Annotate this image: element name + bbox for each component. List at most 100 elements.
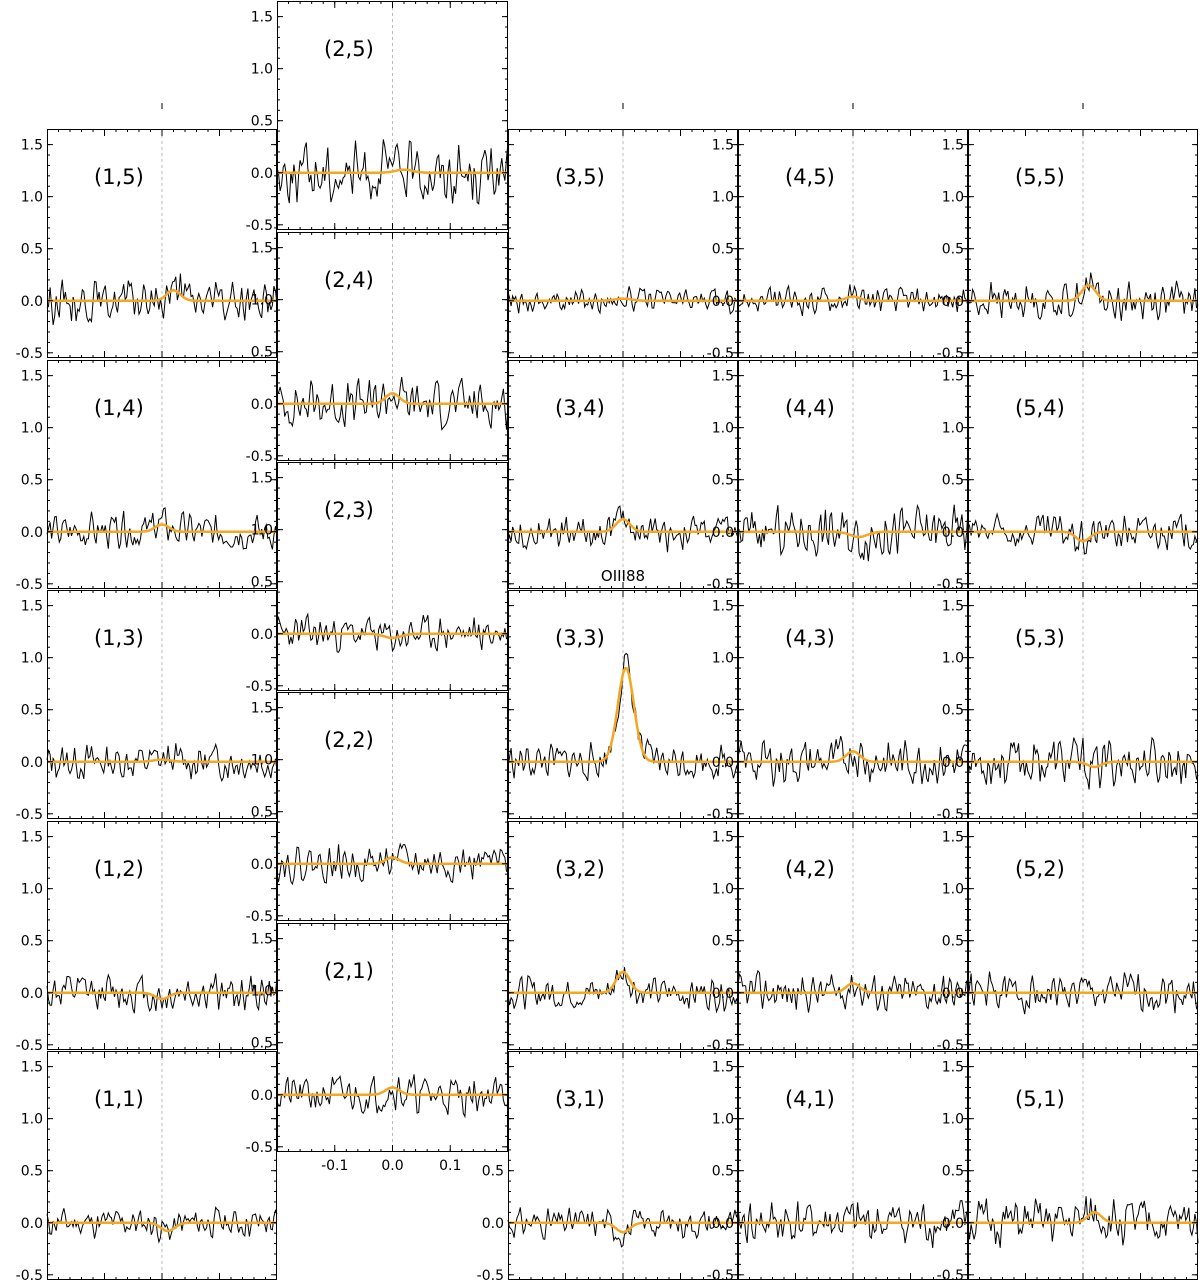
spectrum-line: [967, 272, 1199, 321]
spectrum-panel: -0.50.00.51.01.5-0.10.00.1(1,1): [16, 1051, 278, 1284]
spectrum-panel: -0.50.00.51.01.5-0.10.00.1(3,5): [477, 129, 739, 380]
panel-label: (2,1): [324, 959, 374, 983]
spectrum-panel: -0.50.00.51.01.5-0.10.00.1(4,4): [707, 360, 969, 611]
y-tick-label: 1.5: [21, 599, 43, 615]
y-tick-label: -0.5: [707, 807, 734, 823]
gaussian-fit-line: [47, 523, 277, 534]
spectrum-panel: -0.50.00.51.01.5-0.10.00.1(4,2): [707, 821, 969, 1072]
panel-label: (5,5): [1015, 165, 1065, 189]
y-tick-label: 0.0: [942, 755, 964, 771]
spectrum-panel: -0.50.00.51.01.5-0.10.00.1(5,2): [937, 821, 1199, 1072]
y-tick-label: -0.5: [477, 1268, 504, 1284]
spectrum-panel: -0.50.00.51.01.5-0.10.00.1(2,5): [246, 1, 509, 252]
spectrum-line: [46, 973, 278, 1014]
y-tick-label: 1.5: [251, 932, 273, 948]
panel-label: (5,2): [1015, 857, 1065, 881]
spectrum-panel: -0.50.00.51.01.5-0.10.00.1(5,5): [937, 129, 1199, 380]
y-tick-label: 1.0: [942, 882, 964, 898]
spectrum-line: [737, 735, 969, 787]
y-tick-label: 0.0: [21, 755, 43, 771]
y-tick-label: -0.5: [937, 1038, 964, 1054]
y-tick-label: -0.5: [16, 807, 43, 823]
y-tick-label: 0.5: [21, 1164, 43, 1180]
spectrum-panel: -0.5 0.0 0.5 1.0 1.5 -0.1 0.0 0.1 (2,1): [246, 923, 509, 1174]
y-tick-label: 1.5: [21, 830, 43, 846]
spectrum-panel: -0.50.00.51.01.5-0.10.00.1(2,2): [246, 692, 509, 943]
y-tick-label: 0.5: [942, 1164, 964, 1180]
spectrum-panel: -0.50.00.51.01.5-0.10.00.1(1,5): [16, 129, 278, 380]
y-tick-label: 0.0: [251, 857, 273, 873]
spectrum-panel: -0.50.00.51.01.5-0.10.00.1(5,3): [937, 590, 1199, 841]
spectrum-panel: -0.50.00.51.01.5-0.10.00.1(5,4): [937, 360, 1199, 611]
y-tick-label: 0.5: [251, 114, 273, 130]
y-tick-label: 1.5: [712, 830, 734, 846]
y-tick-label: 0.5: [942, 242, 964, 258]
y-tick-label: 1.5: [942, 1060, 964, 1076]
panel-label: (4,4): [785, 396, 835, 420]
y-tick-label: 1.5: [712, 1060, 734, 1076]
x-tick-label: -0.1: [321, 1158, 348, 1174]
y-tick-label: 1.0: [942, 651, 964, 667]
gaussian-fit-line: [47, 1221, 277, 1233]
y-tick-label: 1.5: [942, 599, 964, 615]
y-tick-label: 1.5: [21, 1060, 43, 1076]
y-tick-label: 1.5: [251, 10, 273, 26]
spectrum-panel: -0.50.00.51.01.5-0.10.00.1(3,2): [477, 821, 739, 1072]
y-tick-label: -0.5: [246, 218, 273, 234]
y-tick-label: 0.5: [21, 242, 43, 258]
y-tick-label: -0.5: [707, 1038, 734, 1054]
y-tick-label: 0.0: [21, 294, 43, 310]
spectrum-line: [737, 969, 969, 1013]
y-tick-label: 0.5: [251, 345, 273, 361]
spectrum-panel: -0.50.00.51.01.5-0.10.00.1(2,3): [246, 462, 509, 713]
y-tick-label: 1.5: [712, 138, 734, 154]
y-tick-label: -0.5: [937, 1268, 964, 1284]
y-tick-label: 0.0: [712, 525, 734, 541]
y-tick-label: -0.5: [246, 1140, 273, 1156]
y-tick-label: 1.0: [21, 882, 43, 898]
spectrum-line: [967, 736, 1199, 790]
gaussian-fit-line: [968, 1211, 1198, 1225]
gaussian-fit-line: [277, 392, 508, 406]
panel-label: (5,4): [1015, 396, 1065, 420]
y-tick-label: 1.0: [942, 421, 964, 437]
y-tick-label: -0.5: [707, 346, 734, 362]
y-tick-label: -0.5: [246, 449, 273, 465]
y-tick-label: -0.5: [707, 577, 734, 593]
panel-label: (3,2): [555, 857, 605, 881]
y-tick-label: 0.5: [712, 934, 734, 950]
y-tick-label: 1.5: [712, 369, 734, 385]
y-tick-label: 1.0: [712, 882, 734, 898]
gaussian-fit-line: [47, 758, 277, 764]
x-tick-label: 0.1: [439, 1158, 461, 1174]
y-tick-label: 1.0: [251, 523, 273, 539]
y-tick-label: -0.5: [937, 807, 964, 823]
panel-label: (4,1): [785, 1087, 835, 1111]
spectrum-line: [46, 1206, 278, 1244]
y-tick-label: -0.5: [246, 909, 273, 925]
y-tick-label: 1.5: [942, 138, 964, 154]
panel-label: (1,5): [94, 165, 144, 189]
spectrum-panel: -0.50.00.51.01.5-0.10.00.1(1,3): [16, 590, 278, 841]
panel-label: (3,3): [555, 626, 605, 650]
panel-label: (2,4): [324, 268, 374, 292]
y-tick-label: 0.5: [251, 1036, 273, 1052]
y-tick-label: 1.5: [942, 830, 964, 846]
gaussian-fit-line: [277, 632, 508, 640]
gaussian-fit-line: [47, 991, 277, 1001]
gaussian-fit-line: [508, 1221, 738, 1234]
spectrum-panel: -0.50.00.51.01.5-0.10.00.1(3,1): [477, 1051, 739, 1284]
y-tick-label: 0.5: [21, 703, 43, 719]
y-tick-label: 0.5: [482, 1164, 504, 1180]
panel-label: (4,2): [785, 857, 835, 881]
y-tick-label: 1.0: [21, 421, 43, 437]
spectrum-panel: -0.50.00.51.01.5-0.10.00.1(2,4): [246, 232, 509, 483]
y-tick-label: -0.5: [16, 1268, 43, 1284]
spectrum-line: [737, 284, 969, 317]
spectrum-panel: -0.50.00.51.01.5-0.10.00.1(1,4): [16, 360, 278, 611]
gaussian-fit-line: [968, 283, 1198, 303]
spectrum-panel: -0.50.00.51.01.5-0.10.00.1(1,2): [16, 821, 278, 1072]
spectrum-panel: -0.50.00.51.01.5-0.10.00.1(3,4)OIII88: [477, 360, 739, 611]
panel-label: (1,4): [94, 396, 144, 420]
